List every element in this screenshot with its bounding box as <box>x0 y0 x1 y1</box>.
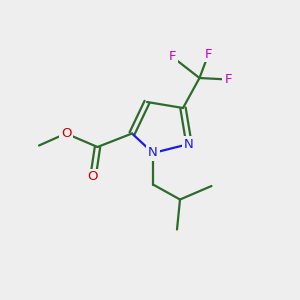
Text: F: F <box>205 47 212 61</box>
Text: F: F <box>224 73 232 86</box>
Text: O: O <box>61 127 71 140</box>
Text: F: F <box>169 50 176 64</box>
Text: N: N <box>148 146 158 160</box>
Text: N: N <box>184 137 194 151</box>
Text: O: O <box>88 170 98 184</box>
